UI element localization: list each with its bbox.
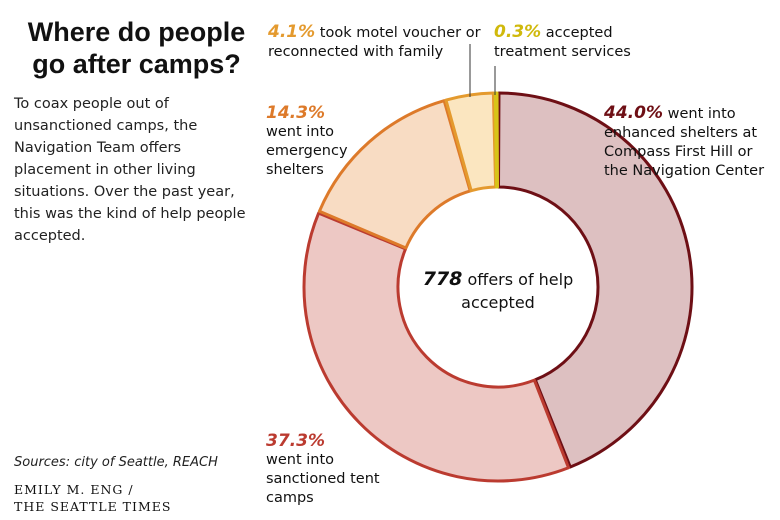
sources-note: Sources: city of Seattle, REACH bbox=[14, 455, 218, 470]
chart-title: Where do people go after camps? bbox=[27, 17, 246, 79]
slice-label-emergency: 14.3% went into emergency shelters bbox=[266, 104, 366, 180]
slice-desc-motel: took motel voucher or reconnected with f… bbox=[268, 25, 481, 60]
donut-slice-tent bbox=[302, 211, 571, 483]
center-label: 778 offers of help accepted bbox=[399, 268, 597, 314]
slice-pct-emergency: 14.3% bbox=[266, 103, 325, 123]
center-total: 778 bbox=[422, 268, 463, 290]
slice-desc-enhanced: went into enhanced shelters at Compass F… bbox=[604, 106, 765, 179]
slice-desc-tent: went into sanctioned tent camps bbox=[266, 452, 380, 506]
slice-label-enhanced: 44.0% went into enhanced shelters at Com… bbox=[604, 104, 780, 181]
center-text: offers of help accepted bbox=[461, 270, 574, 312]
donut-slice-enhanced bbox=[497, 91, 694, 469]
slice-pct-treatment: 0.3% bbox=[494, 22, 542, 42]
slice-desc-emergency: went into emergency shelters bbox=[266, 124, 348, 178]
slice-label-motel: 4.1% took motel voucher or reconnected w… bbox=[268, 23, 488, 62]
slice-desc-treatment: accepted treatment services bbox=[494, 25, 631, 60]
slice-pct-motel: 4.1% bbox=[268, 22, 316, 42]
slice-label-tent: 37.3% went into sanctioned tent camps bbox=[266, 432, 386, 508]
slice-pct-enhanced: 44.0% bbox=[604, 103, 663, 123]
byline-publication: THE SEATTLE TIMES bbox=[14, 499, 172, 514]
slice-pct-tent: 37.3% bbox=[266, 431, 325, 451]
slice-label-treatment: 0.3% accepted treatment services bbox=[494, 23, 644, 62]
byline: EMILY M. ENG / THE SEATTLE TIMES bbox=[14, 481, 171, 515]
donut-slice-emergency bbox=[317, 99, 472, 250]
intro-text: To coax people out of unsanctioned camps… bbox=[14, 96, 246, 244]
donut-slice-treatment bbox=[493, 91, 499, 189]
byline-author: EMILY M. ENG / bbox=[14, 482, 134, 497]
